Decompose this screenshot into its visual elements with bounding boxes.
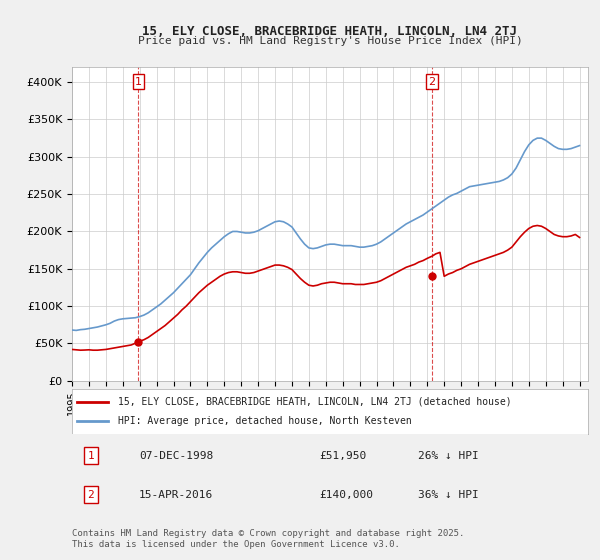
Text: 2: 2 bbox=[88, 490, 94, 500]
Text: Price paid vs. HM Land Registry's House Price Index (HPI): Price paid vs. HM Land Registry's House … bbox=[137, 36, 523, 46]
Text: 1: 1 bbox=[135, 77, 142, 87]
Text: 15, ELY CLOSE, BRACEBRIDGE HEATH, LINCOLN, LN4 2TJ (detached house): 15, ELY CLOSE, BRACEBRIDGE HEATH, LINCOL… bbox=[118, 396, 512, 407]
Text: 26% ↓ HPI: 26% ↓ HPI bbox=[418, 451, 478, 461]
Text: £140,000: £140,000 bbox=[320, 490, 374, 500]
Text: 15-APR-2016: 15-APR-2016 bbox=[139, 490, 214, 500]
Text: £51,950: £51,950 bbox=[320, 451, 367, 461]
Text: 36% ↓ HPI: 36% ↓ HPI bbox=[418, 490, 478, 500]
Text: Contains HM Land Registry data © Crown copyright and database right 2025.
This d: Contains HM Land Registry data © Crown c… bbox=[72, 529, 464, 549]
Text: HPI: Average price, detached house, North Kesteven: HPI: Average price, detached house, Nort… bbox=[118, 417, 412, 427]
Text: 15, ELY CLOSE, BRACEBRIDGE HEATH, LINCOLN, LN4 2TJ: 15, ELY CLOSE, BRACEBRIDGE HEATH, LINCOL… bbox=[143, 25, 517, 38]
Text: 07-DEC-1998: 07-DEC-1998 bbox=[139, 451, 214, 461]
Text: 1: 1 bbox=[88, 451, 94, 461]
Text: 2: 2 bbox=[428, 77, 436, 87]
